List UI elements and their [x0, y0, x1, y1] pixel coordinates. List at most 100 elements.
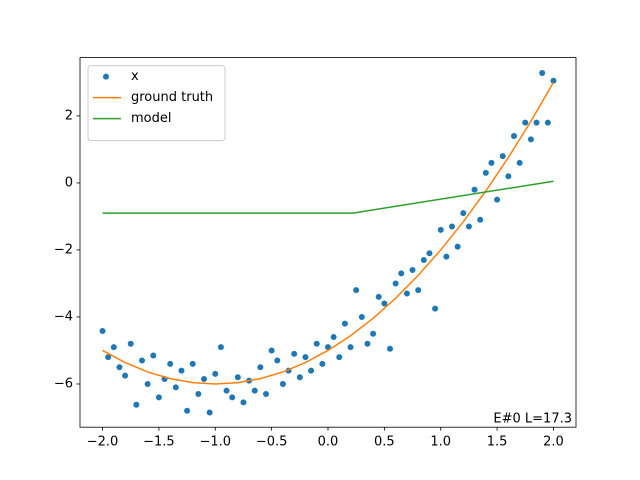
annotation: E#0 L=17.3: [493, 412, 572, 427]
scatter-point: [291, 350, 298, 357]
scatter-point: [511, 133, 517, 140]
scatter-point: [437, 226, 444, 233]
scatter-point: [358, 313, 365, 320]
scatter-point: [296, 374, 303, 381]
scatter-point: [319, 360, 326, 367]
scatter-point: [347, 344, 354, 351]
axes-frame: [79, 57, 577, 428]
scatter-point: [139, 357, 145, 364]
scatter-point: [522, 119, 529, 126]
scatter-point: [217, 344, 224, 351]
scatter-point: [167, 360, 174, 367]
scatter-point: [127, 340, 134, 347]
scatter-point: [364, 340, 371, 347]
scatter-point: [505, 173, 512, 180]
scatter-point: [353, 287, 360, 294]
scatter-point: [336, 354, 343, 361]
scatter-point: [330, 334, 337, 341]
scatter-point: [257, 364, 264, 371]
scatter-point: [398, 270, 405, 277]
scatter-point: [533, 119, 540, 126]
scatter-point: [403, 290, 410, 297]
scatter-point: [432, 305, 439, 312]
legend-marker: [103, 73, 109, 80]
scatter-point: [516, 159, 523, 166]
y-tick-label: −6: [54, 376, 73, 391]
scatter-point: [544, 119, 551, 126]
x-tick-label: 1.5: [487, 435, 508, 450]
scatter-point: [308, 367, 315, 374]
scatter-point: [341, 320, 348, 327]
scatter-point: [206, 409, 213, 416]
scatter-point: [302, 354, 309, 361]
scatter-point: [409, 267, 416, 274]
scatter-point: [144, 380, 151, 387]
scatter-point: [527, 136, 534, 143]
x-tick-label: 1.0: [430, 435, 451, 450]
scatter-point: [172, 384, 179, 391]
x-tick-label: −1.0: [199, 435, 231, 450]
scatter-point: [375, 293, 382, 300]
line: [102, 180, 554, 214]
scatter-point: [381, 300, 388, 307]
legend-label: ground truth: [131, 90, 213, 105]
y-tick-label: 2: [65, 108, 73, 123]
scatter-point: [223, 387, 230, 394]
scatter-point: [482, 169, 489, 176]
scatter-point: [155, 394, 162, 401]
scatter-point: [251, 387, 258, 394]
scatter-point: [443, 253, 450, 260]
scatter-point: [550, 77, 557, 84]
scatter-point: [263, 391, 269, 398]
y-tick-label: −2: [54, 242, 73, 257]
scatter-point: [212, 370, 219, 377]
scatter-point: [105, 354, 112, 361]
scatter-point: [387, 345, 393, 352]
scatter-point: [122, 372, 129, 379]
legend-label: x: [131, 69, 139, 84]
x-tick-label: −2.0: [87, 435, 119, 450]
scatter-point: [274, 357, 281, 364]
scatter-point: [494, 196, 501, 203]
scatter-point: [240, 399, 247, 406]
scatter-point: [392, 280, 399, 287]
x-tick-label: −0.5: [256, 435, 288, 450]
x-tick-label: 0.5: [374, 435, 395, 450]
scatter-point: [268, 347, 275, 354]
scatter-point: [454, 243, 461, 250]
scatter-point: [184, 407, 191, 414]
scatter-point: [229, 394, 236, 401]
x-tick-label: 0.0: [318, 435, 339, 450]
legend-label: model: [131, 111, 171, 126]
scatter-point: [488, 159, 495, 166]
scatter-point: [460, 210, 467, 217]
scatter-point: [110, 344, 117, 351]
scatter-point: [420, 256, 427, 263]
y-tick-label: −4: [54, 309, 73, 324]
y-tick-label: 0: [65, 175, 73, 190]
x-tick-label: 2.0: [543, 435, 564, 450]
scatter-point: [133, 401, 140, 408]
scatter-point: [116, 364, 123, 371]
scatter-point: [499, 153, 506, 160]
scatter-point: [370, 330, 377, 337]
scatter-point: [477, 216, 484, 223]
scatter-point: [201, 375, 207, 382]
scatter-point: [178, 367, 185, 374]
x-tick-label: −1.5: [143, 435, 175, 450]
scatter-point: [465, 223, 472, 230]
scatter-point: [471, 186, 478, 193]
scatter-point: [313, 340, 320, 347]
scatter-point: [415, 287, 422, 294]
legend: x ground truth model: [87, 65, 226, 142]
scatter-point: [426, 250, 433, 257]
scatter-point: [195, 391, 202, 398]
scatter-point: [279, 380, 286, 387]
scatter-point: [150, 352, 157, 359]
legend-box: [87, 65, 226, 142]
scatter-point: [449, 223, 455, 230]
scatter-point: [99, 328, 106, 335]
scatter-point: [539, 70, 546, 77]
scatter-point: [189, 360, 196, 367]
